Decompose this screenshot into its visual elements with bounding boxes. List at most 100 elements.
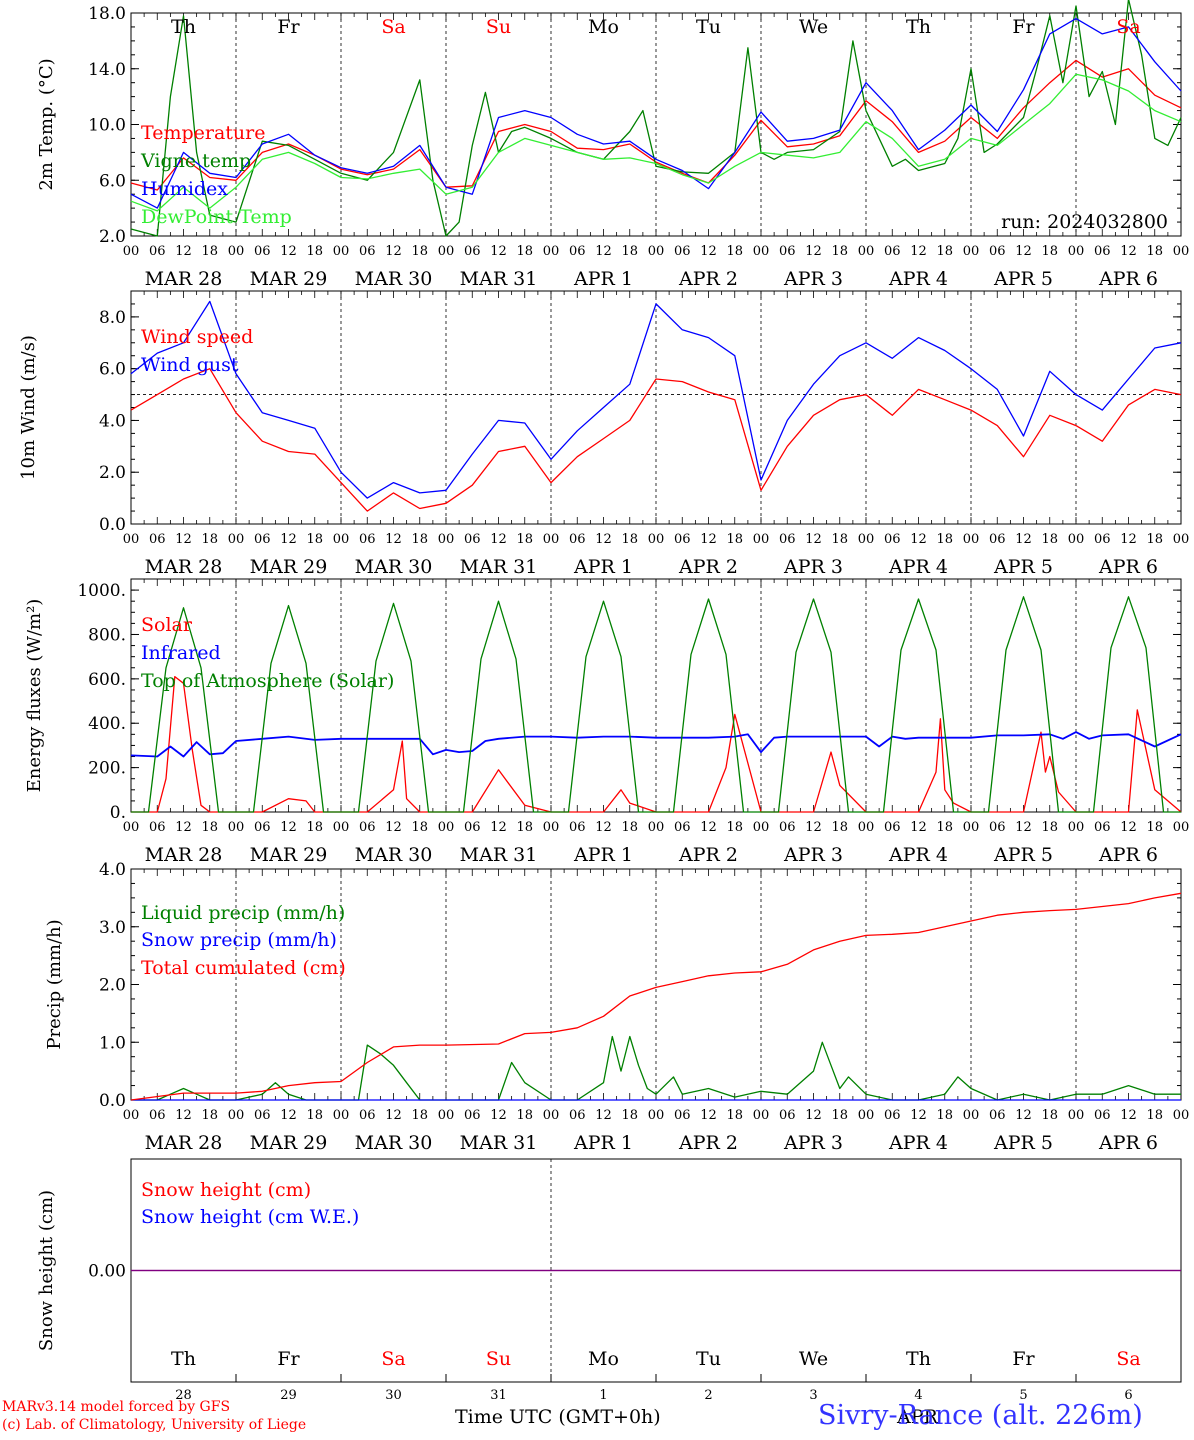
hour-tick-label: 00 [858, 820, 875, 835]
hour-tick-label: 18 [936, 532, 953, 547]
hour-tick-label: 12 [595, 1108, 612, 1123]
day-number-label: 31 [490, 1388, 507, 1403]
hour-tick-label: 18 [936, 244, 953, 259]
hour-tick-label: 06 [149, 244, 166, 259]
x-axis-title: Time UTC (GMT+0h) [455, 1406, 661, 1428]
hour-tick-label: 00 [438, 820, 455, 835]
legend-entry: Temperature [141, 122, 265, 144]
date-label: MAR 28 [145, 268, 223, 290]
day-name-label: Sa [381, 1348, 405, 1370]
y-axis-title: 2m Temp. (°C) [36, 58, 57, 190]
hour-tick-label: 12 [280, 244, 297, 259]
hour-tick-label: 18 [621, 244, 638, 259]
date-label: APR 6 [1098, 268, 1158, 290]
date-label: APR 2 [678, 844, 738, 866]
date-label: APR 2 [678, 268, 738, 290]
series-line-0 [130, 59, 1182, 191]
hour-tick-label: 12 [175, 532, 192, 547]
day-name-label: Fr [277, 1348, 300, 1370]
hour-tick-label: 00 [963, 532, 980, 547]
hour-tick-label: 06 [1094, 244, 1111, 259]
hour-tick-label: 12 [490, 820, 507, 835]
y-tick-label: 6.0 [99, 360, 126, 380]
y-tick-label: 1.0 [99, 1033, 126, 1053]
date-label: APR 3 [783, 556, 843, 578]
hour-tick-label: 18 [831, 244, 848, 259]
day-number-label: 3 [809, 1388, 817, 1403]
hour-tick-label: 00 [1173, 820, 1190, 835]
hour-tick-label: 12 [1120, 244, 1137, 259]
y-tick-label: 0.0 [99, 515, 126, 535]
hour-tick-label: 06 [674, 244, 691, 259]
hour-tick-label: 12 [805, 1108, 822, 1123]
date-label: APR 4 [888, 844, 948, 866]
hour-tick-label: 18 [411, 532, 428, 547]
hour-tick-label: 12 [805, 820, 822, 835]
hour-tick-label: 12 [280, 532, 297, 547]
legend-entry: Wind gust [141, 354, 239, 376]
hour-tick-label: 18 [621, 532, 638, 547]
date-label: MAR 28 [145, 556, 223, 578]
hour-tick-label: 18 [516, 1108, 533, 1123]
day-name-label: Th [906, 1348, 931, 1370]
hour-tick-label: 12 [910, 1108, 927, 1123]
hour-tick-label: 06 [1094, 532, 1111, 547]
hour-tick-label: 00 [648, 532, 665, 547]
hour-tick-label: 18 [726, 1108, 743, 1123]
y-tick-label: 400. [88, 714, 126, 734]
date-label: APR 3 [783, 844, 843, 866]
hour-tick-label: 00 [1068, 532, 1085, 547]
hour-tick-label: 06 [464, 820, 481, 835]
hour-tick-label: 00 [1068, 1108, 1085, 1123]
hour-tick-label: 18 [201, 1108, 218, 1123]
hour-tick-label: 06 [359, 820, 376, 835]
date-label: MAR 31 [460, 556, 538, 578]
hour-tick-label: 12 [595, 244, 612, 259]
hour-tick-label: 18 [516, 532, 533, 547]
hour-tick-label: 06 [149, 1108, 166, 1123]
series-line-1 [130, 731, 1182, 758]
hour-tick-label: 18 [1041, 1108, 1058, 1123]
hour-tick-label: 18 [621, 820, 638, 835]
hour-tick-label: 12 [385, 1108, 402, 1123]
hour-tick-label: 06 [989, 532, 1006, 547]
hour-tick-label: 06 [884, 1108, 901, 1123]
legend-entry: Humidex [141, 178, 228, 200]
date-label: APR 1 [573, 844, 633, 866]
y-tick-label: 200. [88, 759, 126, 779]
series-line-0 [131, 1035, 1181, 1101]
hour-tick-label: 06 [1094, 1108, 1111, 1123]
y-axis-title: Energy fluxes (W/m²) [24, 599, 45, 793]
hour-tick-label: 12 [805, 244, 822, 259]
hour-tick-label: 06 [464, 244, 481, 259]
hour-tick-label: 12 [385, 244, 402, 259]
date-label: MAR 28 [145, 844, 223, 866]
date-label: APR 3 [783, 268, 843, 290]
y-tick-label: 1000. [77, 581, 126, 601]
day-name-label: We [799, 1348, 828, 1370]
y-tick-label: 0. [110, 803, 126, 823]
hour-tick-label: 00 [438, 1108, 455, 1123]
hour-tick-label: 06 [149, 820, 166, 835]
hour-tick-label: 06 [989, 820, 1006, 835]
hour-tick-label: 00 [858, 244, 875, 259]
hour-tick-label: 06 [779, 1108, 796, 1123]
day-name-label: Tu [696, 1348, 721, 1370]
hour-tick-label: 00 [228, 1108, 245, 1123]
hour-tick-label: 06 [989, 244, 1006, 259]
hour-tick-label: 06 [569, 820, 586, 835]
y-tick-label: 3.0 [99, 918, 126, 938]
run-label: run: 2024032800 [1001, 211, 1168, 233]
hour-tick-label: 18 [1146, 820, 1163, 835]
hour-tick-label: 12 [385, 532, 402, 547]
legend-entry: Wind speed [141, 326, 253, 348]
legend-entry: Solar [141, 614, 193, 636]
hour-tick-label: 12 [1015, 244, 1032, 259]
hour-tick-label: 12 [700, 820, 717, 835]
hour-tick-label: 12 [700, 1108, 717, 1123]
hour-tick-label: 18 [726, 532, 743, 547]
date-label: MAR 29 [250, 556, 328, 578]
date-label: MAR 28 [145, 1132, 223, 1154]
hour-tick-label: 12 [280, 1108, 297, 1123]
y-tick-label: 14.0 [88, 60, 126, 80]
